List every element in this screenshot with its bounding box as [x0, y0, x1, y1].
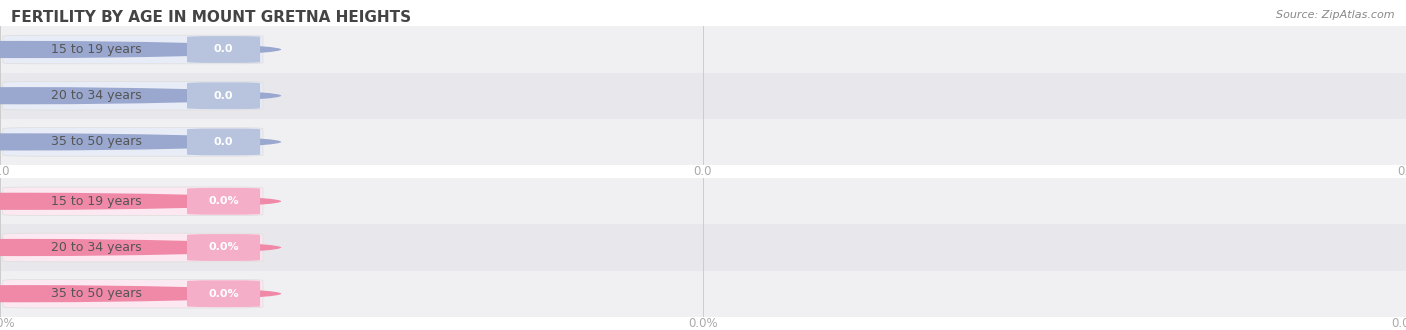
Text: 0.0: 0.0: [214, 45, 233, 54]
Text: 15 to 19 years: 15 to 19 years: [51, 43, 141, 56]
Circle shape: [0, 87, 281, 104]
Text: 35 to 50 years: 35 to 50 years: [51, 287, 142, 300]
Circle shape: [0, 133, 281, 150]
FancyBboxPatch shape: [187, 188, 260, 215]
Bar: [0, 224, 1406, 271]
Bar: [0, 178, 1406, 224]
FancyBboxPatch shape: [3, 233, 263, 262]
Circle shape: [0, 285, 281, 302]
FancyBboxPatch shape: [187, 36, 260, 63]
FancyBboxPatch shape: [3, 35, 263, 64]
FancyBboxPatch shape: [3, 280, 263, 308]
Bar: [0, 271, 1406, 317]
Text: Source: ZipAtlas.com: Source: ZipAtlas.com: [1277, 10, 1395, 20]
Text: 20 to 34 years: 20 to 34 years: [51, 241, 141, 254]
FancyBboxPatch shape: [3, 187, 263, 215]
Text: 0.0%: 0.0%: [208, 196, 239, 206]
FancyBboxPatch shape: [187, 234, 260, 261]
FancyBboxPatch shape: [187, 128, 260, 155]
FancyBboxPatch shape: [3, 128, 263, 156]
FancyBboxPatch shape: [187, 280, 260, 307]
FancyBboxPatch shape: [3, 82, 263, 110]
Text: 0.0: 0.0: [1396, 165, 1406, 178]
Text: 0.0: 0.0: [0, 165, 10, 178]
Text: 0.0: 0.0: [693, 165, 713, 178]
Text: 0.0%: 0.0%: [688, 317, 718, 330]
Text: 15 to 19 years: 15 to 19 years: [51, 195, 141, 208]
Circle shape: [0, 239, 281, 256]
Text: 20 to 34 years: 20 to 34 years: [51, 89, 141, 102]
Text: 0.0%: 0.0%: [208, 289, 239, 299]
Text: 0.0: 0.0: [214, 91, 233, 101]
Text: 35 to 50 years: 35 to 50 years: [51, 135, 142, 148]
Bar: [0, 26, 1406, 73]
Text: FERTILITY BY AGE IN MOUNT GRETNA HEIGHTS: FERTILITY BY AGE IN MOUNT GRETNA HEIGHTS: [11, 10, 412, 25]
FancyBboxPatch shape: [187, 82, 260, 109]
Text: 0.0: 0.0: [214, 137, 233, 147]
Text: 0.0%: 0.0%: [1391, 317, 1406, 330]
Text: 0.0%: 0.0%: [0, 317, 15, 330]
Bar: [0, 119, 1406, 165]
Circle shape: [0, 41, 281, 58]
Text: 0.0%: 0.0%: [208, 243, 239, 252]
Circle shape: [0, 193, 281, 210]
Bar: [0, 73, 1406, 119]
